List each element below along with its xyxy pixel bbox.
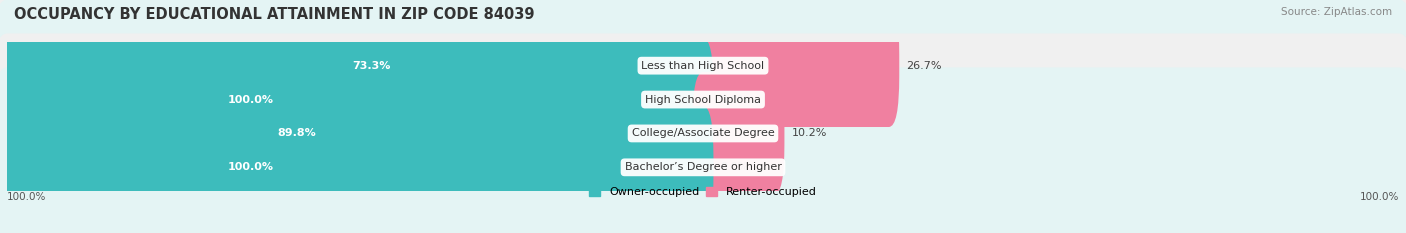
Legend: Owner-occupied, Renter-occupied: Owner-occupied, Renter-occupied [589, 187, 817, 197]
FancyBboxPatch shape [0, 0, 1406, 166]
FancyBboxPatch shape [183, 4, 713, 127]
Text: 100.0%: 100.0% [1360, 192, 1399, 202]
Text: 10.2%: 10.2% [792, 128, 827, 138]
FancyBboxPatch shape [0, 106, 713, 229]
Text: 89.8%: 89.8% [277, 128, 316, 138]
FancyBboxPatch shape [0, 34, 1406, 233]
FancyBboxPatch shape [693, 72, 785, 195]
Text: 73.3%: 73.3% [353, 61, 391, 71]
Text: Bachelor’s Degree or higher: Bachelor’s Degree or higher [624, 162, 782, 172]
Text: Source: ZipAtlas.com: Source: ZipAtlas.com [1281, 7, 1392, 17]
FancyBboxPatch shape [67, 72, 713, 195]
Text: High School Diploma: High School Diploma [645, 95, 761, 105]
Text: 100.0%: 100.0% [228, 162, 274, 172]
FancyBboxPatch shape [0, 67, 1406, 233]
Text: 0.0%: 0.0% [720, 162, 748, 172]
Text: 26.7%: 26.7% [907, 61, 942, 71]
Text: 100.0%: 100.0% [228, 95, 274, 105]
Text: College/Associate Degree: College/Associate Degree [631, 128, 775, 138]
Text: 100.0%: 100.0% [7, 192, 46, 202]
Text: OCCUPANCY BY EDUCATIONAL ATTAINMENT IN ZIP CODE 84039: OCCUPANCY BY EDUCATIONAL ATTAINMENT IN Z… [14, 7, 534, 22]
FancyBboxPatch shape [0, 38, 713, 161]
FancyBboxPatch shape [693, 4, 900, 127]
Text: Less than High School: Less than High School [641, 61, 765, 71]
FancyBboxPatch shape [0, 0, 1406, 199]
Text: 0.0%: 0.0% [720, 95, 748, 105]
